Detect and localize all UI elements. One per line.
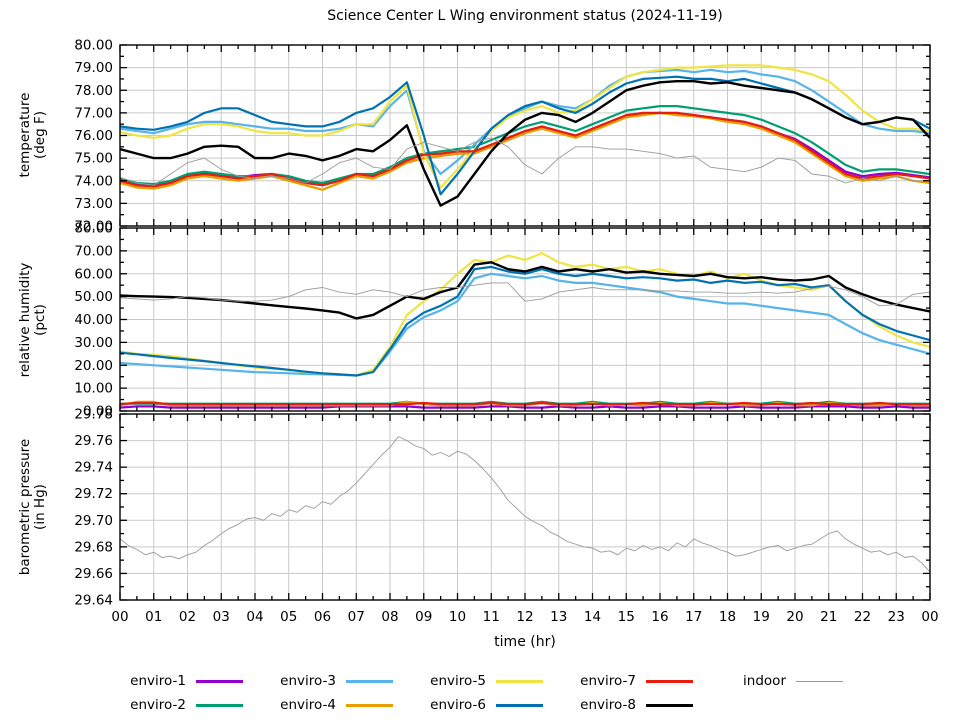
relative-humidity-panel: 80.00 70.00 60.00 50.00 40.00 30.00 20.00 10.00… xyxy=(74,221,931,420)
legend-swatch xyxy=(346,679,393,683)
x-tick-label: 01 xyxy=(145,609,162,625)
legend-label: enviro-1 xyxy=(130,673,186,689)
x-tick-label: 13 xyxy=(550,609,567,625)
x-tick-label: 02 xyxy=(179,609,196,625)
y-tick-label: 0.00 xyxy=(83,404,113,420)
temperature-series-enviro-8 xyxy=(120,80,930,207)
temperature-series-enviro-7 xyxy=(120,111,930,188)
y-tick-label: 40.00 xyxy=(74,312,113,328)
legend-label: indoor xyxy=(743,673,786,689)
x-tick-label: 15 xyxy=(618,609,635,625)
x-tick-label: 11 xyxy=(483,609,500,625)
legend-swatch xyxy=(196,679,243,683)
y-tick-label: 73.00 xyxy=(74,196,113,212)
y-tick-label: 70.00 xyxy=(74,243,113,259)
x-tick-label: 08 xyxy=(381,609,398,625)
x-tick-label: 21 xyxy=(820,609,837,625)
legend-item-enviro-7: enviro-7 xyxy=(555,672,705,690)
y-tick-label: 29.68 xyxy=(74,539,113,555)
y-tick-label: 77.00 xyxy=(74,105,113,121)
y-tick-label: 30.00 xyxy=(74,335,113,351)
legend-item-enviro-1: enviro-1 xyxy=(105,672,255,690)
x-tick-label: 06 xyxy=(314,609,331,625)
y-tick-label: 80.00 xyxy=(74,38,113,54)
legend-swatch xyxy=(196,703,243,707)
y-tick-label: 80.00 xyxy=(74,221,113,237)
legend-label: enviro-7 xyxy=(580,673,636,689)
legend-swatch xyxy=(646,703,693,707)
relative-humidity-series-enviro-3 xyxy=(120,272,930,377)
x-tick-label: 14 xyxy=(584,609,601,625)
legend: enviro-1 enviro-3 enviro-5 enviro-7 indo… xyxy=(0,672,960,714)
y-tick-label: 29.76 xyxy=(74,433,113,449)
legend-item-indoor: indoor xyxy=(705,672,855,690)
x-tick-label: 04 xyxy=(246,609,263,625)
legend-item-enviro-2: enviro-2 xyxy=(105,696,255,714)
x-axis-title: time (hr) xyxy=(494,634,556,650)
y-tick-label: 74.00 xyxy=(74,173,113,189)
legend-swatch xyxy=(346,703,393,707)
relative-humidity-series-enviro-8 xyxy=(120,261,930,320)
legend-swatch xyxy=(496,703,543,707)
legend-item-enviro-5: enviro-5 xyxy=(405,672,555,690)
x-tick-label: 07 xyxy=(348,609,365,625)
legend-label: enviro-2 xyxy=(130,697,186,713)
y-tick-label: 29.70 xyxy=(74,513,113,529)
x-tick-label: 23 xyxy=(888,609,905,625)
x-tick-label: 10 xyxy=(449,609,466,625)
legend-label: enviro-6 xyxy=(430,697,486,713)
x-tick-label: 18 xyxy=(719,609,736,625)
y-tick-label: 20.00 xyxy=(74,358,113,374)
y-tick-label: 29.74 xyxy=(74,460,113,476)
barometric-pressure-panel: 29.78 29.76 29.74 29.72 29.70 29.68 29.66 29.64 xyxy=(74,407,931,609)
legend-item-enviro-4: enviro-4 xyxy=(255,696,405,714)
y-tick-label: 76.00 xyxy=(74,128,113,144)
x-tick-label: 00 xyxy=(921,609,938,625)
legend-label: enviro-3 xyxy=(280,673,336,689)
legend-item-enviro-3: enviro-3 xyxy=(255,672,405,690)
temperature-series-enviro-3 xyxy=(120,68,930,176)
y-tick-label: 75.00 xyxy=(74,151,113,167)
y-tick-label: 78.00 xyxy=(74,83,113,99)
y-tick-label: 29.64 xyxy=(74,593,113,609)
legend-label: enviro-4 xyxy=(280,697,336,713)
x-tick-label: 22 xyxy=(854,609,871,625)
y-tick-label: 72.00 xyxy=(74,219,113,235)
x-tick-label: 20 xyxy=(786,609,803,625)
x-tick-label: 17 xyxy=(685,609,702,625)
legend-label: enviro-5 xyxy=(430,673,486,689)
x-tick-label: 16 xyxy=(651,609,668,625)
barometric-pressure-series-indoor xyxy=(120,436,930,573)
x-tick-label: 19 xyxy=(753,609,770,625)
x-tick-label: 00 xyxy=(111,609,128,625)
legend-item-enviro-8: enviro-8 xyxy=(555,696,705,714)
temperature-panel: 80.00 79.00 78.00 77.00 76.00 75.00 74.00 73.00… xyxy=(74,38,931,235)
legend-swatch xyxy=(796,680,843,682)
relative-humidity-series-enviro-7 xyxy=(120,401,930,406)
x-tick-label: 12 xyxy=(516,609,533,625)
legend-swatch xyxy=(646,679,693,683)
y-tick-label: 29.78 xyxy=(74,407,113,423)
legend-label: enviro-8 xyxy=(580,697,636,713)
temperature-series-indoor xyxy=(120,137,930,186)
y-tick-label: 10.00 xyxy=(74,381,113,397)
y-tick-label: 29.66 xyxy=(74,566,113,582)
x-tick-label: 09 xyxy=(415,609,432,625)
y-tick-label: 60.00 xyxy=(74,266,113,282)
y-tick-label: 29.72 xyxy=(74,486,113,502)
y-tick-label: 50.00 xyxy=(74,289,113,305)
x-tick-label: 03 xyxy=(213,609,230,625)
temperature-series-enviro-5 xyxy=(120,64,930,189)
chart-title: Science Center L Wing environment status… xyxy=(327,8,723,24)
legend-item-enviro-6: enviro-6 xyxy=(405,696,555,714)
legend-swatch xyxy=(496,679,543,683)
y-tick-label: 79.00 xyxy=(74,60,113,76)
x-tick-label: 05 xyxy=(280,609,297,625)
relative-humidity-series-indoor xyxy=(120,282,930,307)
relative-humidity-series-enviro-6 xyxy=(120,265,930,377)
